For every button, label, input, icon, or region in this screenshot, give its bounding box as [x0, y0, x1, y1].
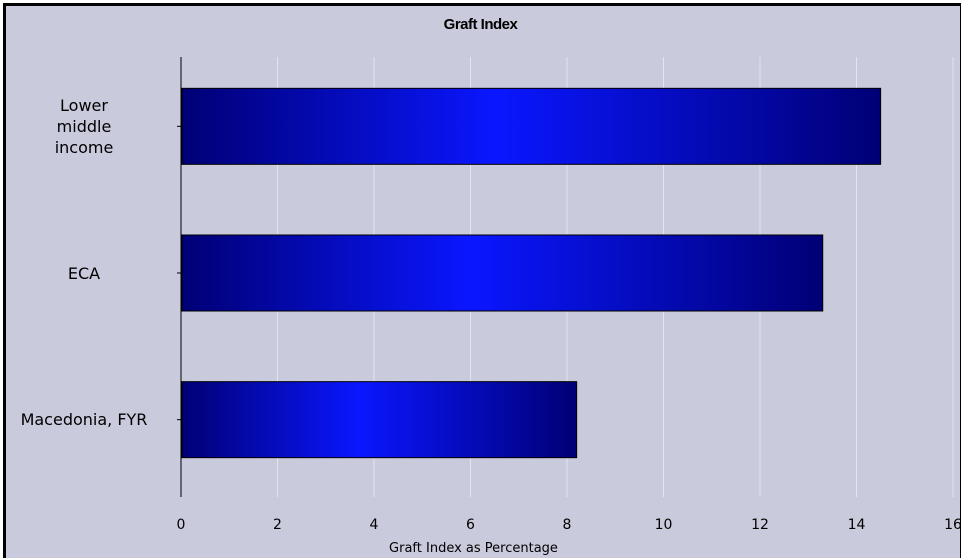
bar	[181, 381, 578, 459]
x-tick-label: 0	[177, 517, 186, 533]
x-axis-ticks: 0 2 4 6 8 10 12 14 16	[177, 125, 961, 533]
x-tick-label: 6	[466, 517, 475, 533]
chart-title: Graft Index	[443, 16, 518, 33]
x-tick-label: 10	[655, 517, 673, 533]
x-tick-label: 12	[751, 517, 769, 533]
bar	[181, 87, 882, 165]
category-label: ECA	[67, 263, 101, 283]
x-tick-label: 14	[848, 517, 866, 533]
x-tick-label: 4	[370, 517, 379, 533]
bars	[181, 87, 882, 459]
bar	[181, 234, 824, 312]
x-tick-label: 16	[944, 517, 961, 533]
category-label: Lower middle income	[54, 95, 114, 157]
x-tick-label: 2	[273, 517, 282, 533]
category-label: Macedonia, FYR	[20, 410, 148, 430]
x-tick-label: 8	[563, 517, 572, 533]
x-axis-title: Graft Index as Percentage	[389, 541, 558, 556]
